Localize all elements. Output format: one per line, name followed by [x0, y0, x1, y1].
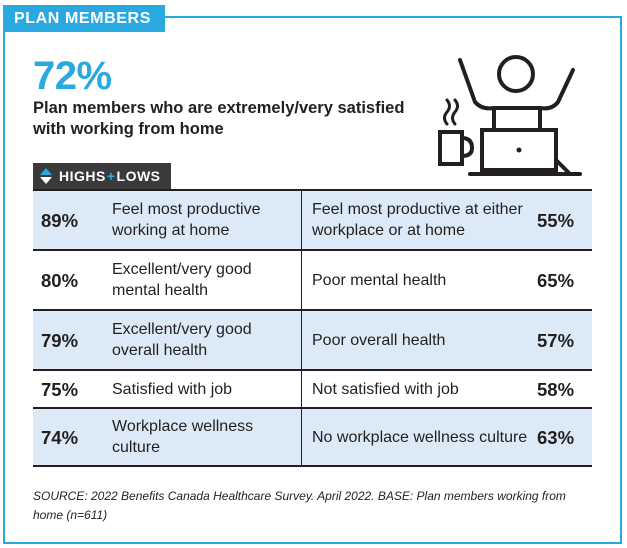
table-row: 74% Workplace wellness culture No workpl… [33, 408, 592, 466]
coffee-cup [438, 130, 464, 166]
badge-lows: LOWS [116, 168, 161, 184]
torso-shape [492, 108, 542, 130]
highs-lows-badge: HIGHS + LOWS [33, 163, 171, 189]
high-pct: 75% [41, 378, 79, 400]
high-label: Workplace wellness culture [111, 408, 302, 466]
low-pct: 55% [537, 190, 592, 250]
arms-shape [458, 58, 575, 111]
up-down-arrows-icon [40, 168, 52, 184]
low-label: Feel most productive at either workplace… [301, 190, 537, 250]
high-pct: 80% [41, 269, 79, 291]
table-row: 80% Excellent/very good mental health Po… [33, 250, 592, 310]
low-pct: 57% [537, 310, 592, 370]
laptop-hinge [554, 158, 572, 176]
low-label: Poor mental health [312, 271, 447, 289]
high-label: Excellent/very good mental health [111, 250, 302, 310]
high-label: Satisfied with job [111, 370, 302, 408]
plan-members-card [3, 16, 622, 544]
high-pct: 74% [33, 408, 111, 466]
high-pct: 79% [33, 310, 111, 370]
low-pct: 58% [537, 378, 575, 400]
highs-lows-table: 89% Feel most productive working at home… [33, 189, 592, 467]
badge-plus: + [106, 168, 116, 184]
person-working-from-home-icon [438, 55, 582, 176]
cup-handle [461, 136, 475, 158]
high-label: Feel most productive working at home [111, 190, 302, 250]
laptop-camera [516, 147, 522, 153]
headline-text: Plan members who are extremely/very sati… [33, 99, 405, 138]
high-pct: 89% [33, 190, 111, 250]
section-tab: PLAN MEMBERS [3, 5, 165, 32]
badge-highs: HIGHS [59, 168, 106, 184]
table-row: 75% Satisfied with job Not satisfied wit… [33, 370, 592, 408]
laptop-screen [480, 128, 558, 172]
low-pct: 63% [537, 408, 592, 466]
low-label: Poor overall health [301, 310, 537, 370]
head-shape [497, 55, 535, 93]
source-note: SOURCE: 2022 Benefits Canada Healthcare … [33, 489, 566, 522]
steam-left [443, 98, 451, 126]
low-label: No workplace wellness culture [301, 408, 537, 466]
high-label: Excellent/very good overall health [111, 310, 302, 370]
table-row: 89% Feel most productive working at home… [33, 190, 592, 250]
table-row: 79% Excellent/very good overall health P… [33, 310, 592, 370]
steam-right [451, 98, 459, 126]
low-label: Not satisfied with job [312, 380, 459, 398]
low-pct: 65% [537, 269, 575, 291]
headline-stat: 72% [33, 54, 112, 98]
